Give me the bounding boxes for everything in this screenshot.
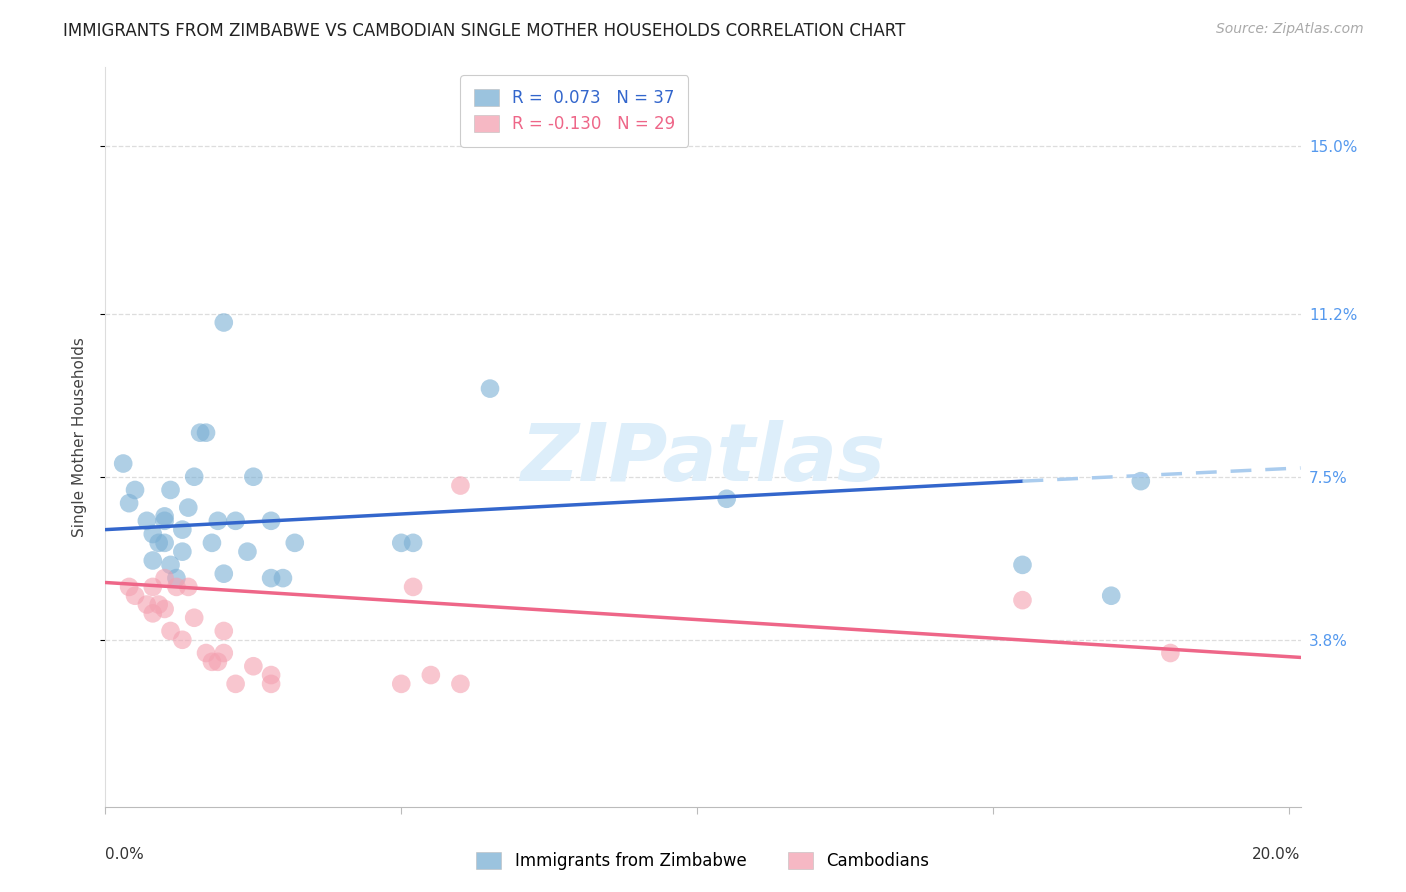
Point: [201, 536, 224, 550]
Point: [212, 646, 235, 660]
Point: [159, 624, 181, 638]
Text: IMMIGRANTS FROM ZIMBABWE VS CAMBODIAN SINGLE MOTHER HOUSEHOLDS CORRELATION CHART: IMMIGRANTS FROM ZIMBABWE VS CAMBODIAN SI…: [63, 22, 905, 40]
Point: [148, 536, 170, 550]
Point: [142, 580, 165, 594]
Point: [183, 611, 205, 625]
Point: [148, 598, 170, 612]
Point: [142, 553, 165, 567]
Point: [260, 668, 283, 682]
Point: [142, 607, 165, 621]
Legend: Immigrants from Zimbabwe, Cambodians: Immigrants from Zimbabwe, Cambodians: [470, 845, 936, 877]
Point: [195, 646, 218, 660]
Point: [242, 469, 264, 483]
Point: [124, 589, 146, 603]
Point: [142, 527, 165, 541]
Point: [165, 571, 187, 585]
Point: [188, 425, 211, 440]
Point: [402, 536, 425, 550]
Point: [177, 500, 200, 515]
Point: [172, 523, 194, 537]
Point: [159, 483, 181, 497]
Point: [153, 509, 176, 524]
Point: [449, 677, 471, 691]
Point: [271, 571, 294, 585]
Point: [260, 571, 283, 585]
Point: [135, 598, 157, 612]
Point: [172, 544, 194, 558]
Point: [389, 677, 412, 691]
Point: [1011, 558, 1033, 572]
Point: [1159, 646, 1181, 660]
Point: [236, 544, 259, 558]
Point: [207, 655, 229, 669]
Point: [212, 566, 235, 581]
Point: [124, 483, 146, 497]
Point: [1129, 474, 1152, 488]
Text: 0.0%: 0.0%: [105, 847, 145, 862]
Point: [212, 624, 235, 638]
Point: [449, 478, 471, 492]
Point: [201, 655, 224, 669]
Point: [225, 514, 247, 528]
Point: [112, 457, 135, 471]
Point: [153, 602, 176, 616]
Text: Source: ZipAtlas.com: Source: ZipAtlas.com: [1216, 22, 1364, 37]
Y-axis label: Single Mother Households: Single Mother Households: [72, 337, 87, 537]
Point: [153, 571, 176, 585]
Point: [225, 677, 247, 691]
Point: [1011, 593, 1033, 607]
Point: [183, 469, 205, 483]
Point: [172, 632, 194, 647]
Point: [389, 536, 412, 550]
Point: [153, 514, 176, 528]
Point: [212, 316, 235, 330]
Point: [153, 536, 176, 550]
Point: [260, 677, 283, 691]
Point: [118, 496, 141, 510]
Point: [118, 580, 141, 594]
Text: ZIPatlas: ZIPatlas: [520, 420, 886, 499]
Point: [177, 580, 200, 594]
Point: [242, 659, 264, 673]
Point: [479, 382, 502, 396]
Point: [284, 536, 307, 550]
Point: [419, 668, 441, 682]
Point: [165, 580, 187, 594]
Point: [207, 514, 229, 528]
Point: [159, 558, 181, 572]
Point: [195, 425, 218, 440]
Point: [716, 491, 738, 506]
Point: [402, 580, 425, 594]
Point: [260, 514, 283, 528]
Legend: R =  0.073   N = 37, R = -0.130   N = 29: R = 0.073 N = 37, R = -0.130 N = 29: [460, 75, 689, 146]
Point: [1099, 589, 1122, 603]
Point: [135, 514, 157, 528]
Text: 20.0%: 20.0%: [1253, 847, 1301, 862]
